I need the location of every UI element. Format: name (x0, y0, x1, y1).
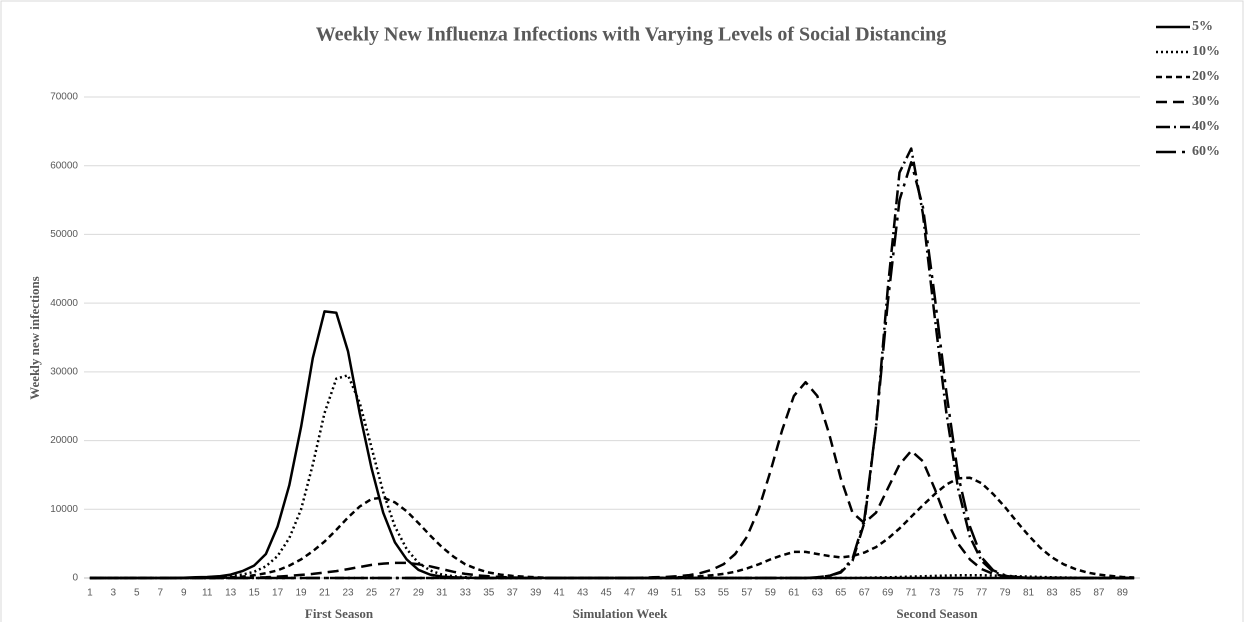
y-tick-label: 50000 (50, 229, 78, 240)
series-line (89, 374, 1135, 580)
x-tick-label: 7 (157, 588, 163, 599)
x-tick-label: 1 (87, 588, 93, 599)
x-tick-label: 41 (554, 588, 566, 599)
x-tick-label: 71 (906, 588, 918, 599)
x-tick-label: 21 (319, 588, 331, 599)
series-line (89, 161, 1135, 580)
x-tick-label: 57 (741, 588, 753, 599)
y-tick-label: 30000 (50, 366, 78, 377)
x-tick-label: 5 (134, 588, 140, 599)
x-tick-label: 35 (483, 588, 495, 599)
x-tick-label: 65 (835, 588, 847, 599)
x-tick-label: 61 (788, 588, 800, 599)
x-tick-label: 67 (859, 588, 871, 599)
x-tick-label: 77 (976, 588, 988, 599)
x-tick-label: 83 (1046, 588, 1058, 599)
y-tick-label: 0 (72, 573, 78, 584)
x-tick-label: 31 (436, 588, 448, 599)
x-tick-label: 43 (577, 588, 589, 599)
x-tick-label: 49 (648, 588, 660, 599)
legend-label: 60% (1192, 144, 1220, 159)
x-tick-label: 23 (342, 588, 354, 599)
x-tick-label: 53 (694, 588, 706, 599)
x-tick-label: 79 (1000, 588, 1012, 599)
legend-label: 20% (1192, 69, 1220, 84)
x-axis-label: Simulation Week (573, 606, 669, 621)
x-tick-label: 69 (882, 588, 894, 599)
legend-label: 10% (1192, 44, 1220, 59)
series-line (89, 147, 1135, 580)
annotation: First Season (305, 606, 374, 621)
x-tick-label: 37 (507, 588, 519, 599)
y-tick-label: 20000 (50, 435, 78, 446)
x-tick-label: 55 (718, 588, 730, 599)
y-axis-label: Weekly new infections (27, 276, 42, 400)
y-tick-label: 60000 (50, 160, 78, 171)
x-tick-label: 19 (296, 588, 308, 599)
x-tick-label: 47 (624, 588, 636, 599)
x-tick-label: 13 (225, 588, 237, 599)
x-tick-label: 85 (1070, 588, 1082, 599)
x-tick-label: 45 (601, 588, 613, 599)
x-tick-label: 81 (1023, 588, 1035, 599)
x-tick-label: 17 (272, 588, 284, 599)
x-tick-label: 25 (366, 588, 378, 599)
x-tick-label: 15 (249, 588, 261, 599)
legend-label: 30% (1192, 94, 1220, 109)
series-line (89, 310, 1135, 580)
y-tick-label: 40000 (50, 298, 78, 309)
y-tick-label: 10000 (50, 504, 78, 515)
chart-title: Weekly New Influenza Infections with Var… (316, 24, 947, 46)
annotation: Second Season (896, 606, 978, 621)
x-tick-label: 11 (202, 588, 213, 599)
x-tick-label: 9 (181, 588, 187, 599)
x-tick-label: 39 (530, 588, 542, 599)
x-tick-label: 63 (812, 588, 824, 599)
x-tick-label: 89 (1117, 588, 1129, 599)
x-tick-label: 27 (389, 588, 401, 599)
series-line (89, 476, 1135, 580)
x-tick-label: 29 (413, 588, 425, 599)
x-tick-label: 3 (111, 588, 117, 599)
x-tick-label: 51 (671, 588, 683, 599)
legend-label: 5% (1192, 19, 1213, 34)
x-tick-label: 33 (460, 588, 472, 599)
x-tick-label: 87 (1093, 588, 1105, 599)
x-tick-label: 75 (953, 588, 965, 599)
x-tick-label: 73 (929, 588, 941, 599)
legend-label: 40% (1192, 119, 1220, 134)
y-tick-label: 70000 (50, 92, 78, 103)
x-tick-label: 59 (765, 588, 777, 599)
